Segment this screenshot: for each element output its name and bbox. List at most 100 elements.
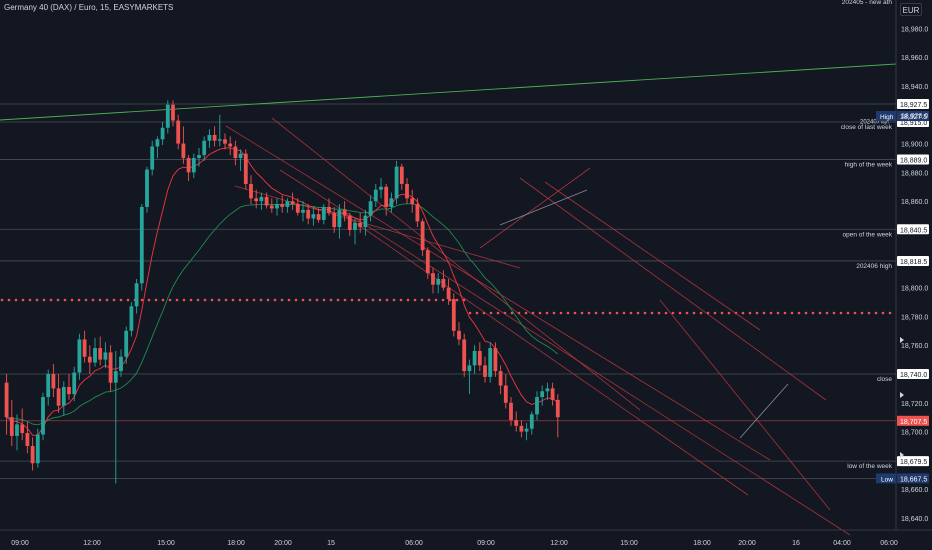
- x-tick-label-8: 12:00: [550, 540, 568, 547]
- dotted-level-dot: [552, 311, 556, 315]
- high-value: 18,927.5: [900, 114, 927, 121]
- price-tag-bg-4: [897, 255, 929, 266]
- dotted-level-dot: [874, 311, 878, 315]
- dotted-level-dot: [14, 298, 18, 302]
- dotted-level-dot: [566, 311, 570, 315]
- candle-body-49: [259, 196, 264, 202]
- low-label: Low: [881, 476, 893, 483]
- dotted-level-dot: [496, 311, 500, 315]
- dotted-level-dot: [7, 298, 11, 302]
- dotted-level-dot: [608, 311, 612, 315]
- low-value: 18,667.5: [900, 476, 927, 483]
- dotted-level-dot: [399, 298, 403, 302]
- candle-body-44: [233, 146, 238, 158]
- dotted-level-dot: [601, 311, 605, 315]
- candle-body-70: [368, 201, 373, 216]
- trend-line-4: [279, 169, 851, 536]
- dotted-level-dot: [853, 311, 857, 315]
- dotted-level-dot: [364, 298, 368, 302]
- x-tick-label-9: 15:00: [620, 540, 638, 547]
- candle-body-10: [56, 388, 61, 406]
- candle-body-21: [113, 371, 118, 383]
- axis-bg: [896, 0, 932, 550]
- dotted-level-dot: [413, 298, 417, 302]
- dotted-level-dot: [56, 298, 60, 302]
- dotted-level-dot: [622, 311, 626, 315]
- x-tick-label-2: 15:00: [157, 540, 175, 547]
- dotted-level-dot: [448, 298, 452, 302]
- price-tag-1: 18,915.0: [900, 120, 927, 127]
- dotted-level-dot: [685, 311, 689, 315]
- candle-body-43: [228, 143, 233, 147]
- candle-body-37: [197, 155, 201, 158]
- dotted-level-dot: [713, 311, 717, 315]
- candle-body-78: [410, 198, 415, 205]
- dotted-level-dot: [49, 298, 53, 302]
- dotted-level-dot: [329, 298, 333, 302]
- candle-body-91: [477, 350, 482, 366]
- price-tag-5: 18,740.0: [900, 372, 927, 379]
- right-arrow-3: [900, 452, 904, 458]
- candle-body-54: [285, 201, 290, 207]
- candle-body-97: [509, 402, 513, 421]
- candle-body-5: [30, 446, 35, 464]
- dotted-level-dot: [804, 311, 808, 315]
- price-tag-bg-3: [897, 224, 929, 235]
- y-tick-label-8: 18,800.0: [901, 286, 928, 293]
- candle-body-59: [311, 214, 316, 219]
- candle-body-40: [212, 134, 217, 141]
- trend-line-9: [739, 383, 789, 439]
- price-tag-bg-2: [897, 154, 929, 165]
- price-tag-3: 18,840.5: [900, 227, 927, 234]
- candle-body-63: [332, 212, 337, 228]
- price-tag-4: 18,818.5: [900, 259, 927, 266]
- trend-lines: [0, 63, 897, 536]
- candle-body-93: [488, 348, 493, 377]
- currency-button[interactable]: EUR: [900, 3, 922, 16]
- candle-body-79: [415, 204, 420, 222]
- candle-body-18: [98, 348, 103, 360]
- dotted-level-dot: [392, 298, 396, 302]
- label-202407-suffix: high: [881, 120, 889, 125]
- candle-body-2: [15, 424, 19, 436]
- candle-body-30: [160, 127, 165, 140]
- dotted-level-dot: [105, 298, 109, 302]
- trend-line-5: [544, 181, 761, 331]
- dotted-level-dot: [825, 311, 829, 315]
- candle-body-19: [103, 352, 108, 360]
- high-label: High: [880, 114, 894, 121]
- candle-body-20: [108, 352, 113, 383]
- dotted-level-dot: [839, 311, 843, 315]
- dotted-level-dot: [63, 298, 67, 302]
- dotted-level-dot: [580, 311, 584, 315]
- dotted-level-dot: [846, 311, 850, 315]
- dotted-level-dot: [189, 298, 193, 302]
- dotted-level-dot: [678, 311, 682, 315]
- dotted-level-dot: [315, 298, 319, 302]
- price-level-label-2: high of the week: [845, 161, 893, 168]
- dotted-level-dot: [741, 311, 745, 315]
- candle-body-80: [420, 221, 425, 251]
- candle-body-52: [275, 204, 279, 209]
- candle-body-45: [238, 153, 243, 158]
- dotted-level-dot: [357, 298, 361, 302]
- candle-body-105: [550, 388, 555, 400]
- price-tag-bg-6: [897, 456, 929, 467]
- dotted-level-dot: [559, 311, 563, 315]
- dotted-level-dot: [776, 311, 780, 315]
- y-tick-label-1: 18,660.0: [901, 487, 928, 494]
- dotted-level-dot: [301, 298, 305, 302]
- dotted-level-dot: [573, 311, 577, 315]
- label-202407: 202407: [860, 120, 881, 126]
- candles: [4, 100, 560, 484]
- right-arrow-1: [900, 337, 904, 343]
- candle-body-31: [165, 104, 170, 128]
- candle-body-99: [519, 425, 524, 432]
- candle-body-3: [20, 424, 25, 434]
- dotted-level-dot: [35, 298, 39, 302]
- y-tick-label-4: 18,720.0: [901, 401, 928, 408]
- candle-body-72: [379, 186, 383, 190]
- dotted-level-dot: [671, 311, 675, 315]
- candle-body-1: [9, 417, 14, 436]
